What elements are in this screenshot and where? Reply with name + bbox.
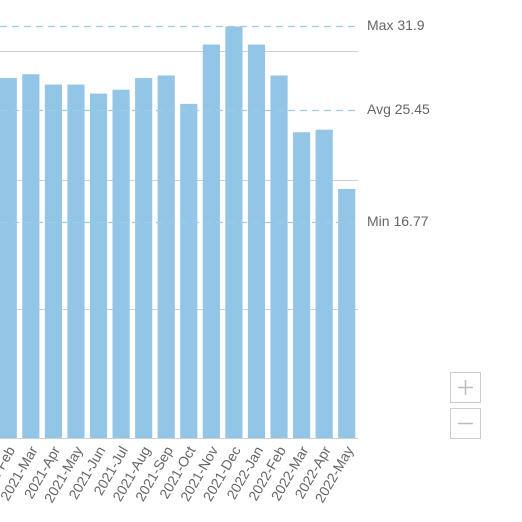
zoom-out-button[interactable] [450,408,481,439]
bar [0,78,17,438]
reference-label: Avg 25.45 [367,101,430,117]
bar [247,44,266,439]
bar [315,129,333,438]
bar [157,75,175,438]
bar [44,84,62,438]
bar [135,78,153,438]
bar [22,74,40,438]
bar [270,75,288,438]
reference-label: Max 31.9 [367,17,425,33]
reference-label: Min 16.77 [367,213,429,229]
bar [225,26,243,439]
bar [112,89,130,438]
bar [67,84,85,438]
bar [89,93,108,438]
bar [202,44,220,439]
zoom-in-button[interactable] [450,372,481,403]
bar [293,132,311,438]
bar [180,103,198,438]
bar [338,189,356,438]
